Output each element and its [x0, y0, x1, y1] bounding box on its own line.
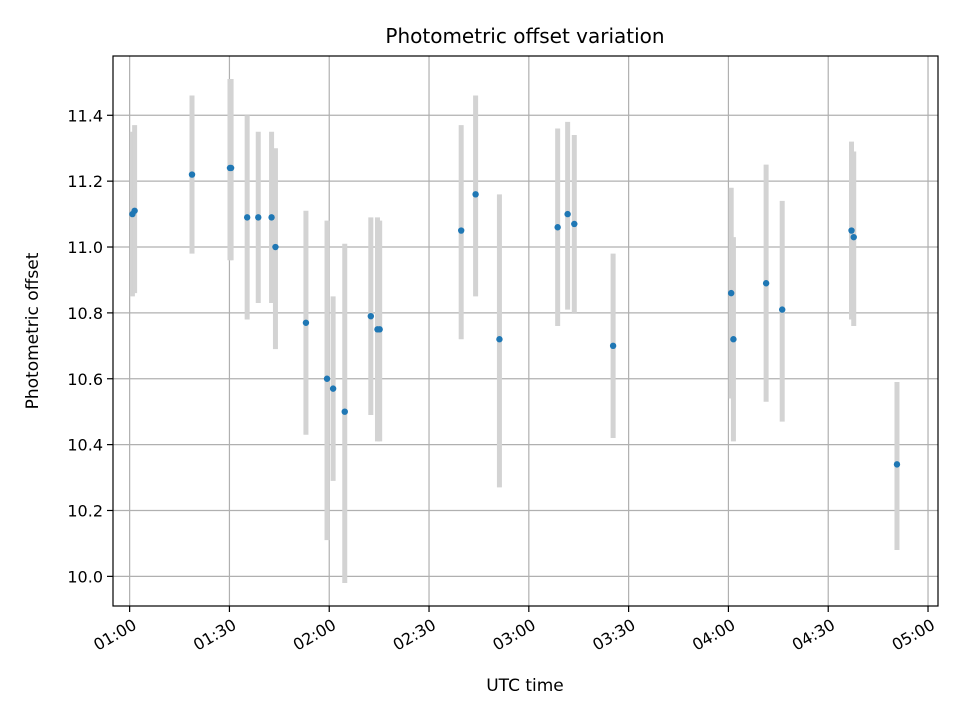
data-point — [893, 461, 901, 468]
data-point — [571, 220, 578, 228]
data-point — [727, 289, 735, 297]
y-tick-label: 10.4 — [67, 436, 103, 455]
y-tick-label: 10.2 — [67, 501, 103, 520]
y-tick-label: 10.0 — [67, 567, 103, 586]
data-point — [188, 171, 196, 178]
data-point — [609, 342, 617, 350]
chart-title: Photometric offset variation — [385, 24, 664, 48]
y-tick-label: 11.4 — [67, 106, 103, 125]
y-axis-ticks: 10.0 10.2 10.4 10.6 10.8 11.0 11.2 11.4 — [67, 106, 113, 586]
grid-lines — [113, 56, 938, 606]
data-point — [779, 306, 786, 313]
data-point — [131, 207, 138, 214]
data-point — [341, 408, 348, 415]
y-tick-label: 10.8 — [67, 304, 103, 323]
data-point — [850, 233, 857, 241]
data-point — [564, 210, 571, 218]
data-point — [367, 312, 375, 320]
data-point — [255, 214, 262, 221]
y-tick-label: 11.2 — [67, 172, 103, 191]
data-points — [129, 164, 901, 468]
data-point — [848, 227, 855, 234]
data-point — [323, 375, 331, 382]
y-tick-label: 11.0 — [67, 238, 103, 257]
data-point — [272, 243, 279, 251]
data-point — [227, 164, 235, 172]
data-point — [730, 336, 737, 343]
data-point — [329, 385, 337, 392]
data-point — [302, 319, 310, 326]
data-point — [376, 326, 383, 333]
data-point — [762, 280, 770, 287]
data-point — [457, 227, 465, 234]
y-axis-label: Photometric offset — [23, 252, 43, 409]
data-point — [472, 191, 479, 198]
data-point — [268, 214, 275, 221]
plot-frame — [112, 55, 939, 607]
data-point — [496, 336, 503, 343]
data-point — [554, 224, 561, 231]
x-axis-label: UTC time — [486, 676, 564, 696]
y-tick-label: 10.6 — [67, 370, 103, 389]
data-point — [243, 214, 251, 221]
